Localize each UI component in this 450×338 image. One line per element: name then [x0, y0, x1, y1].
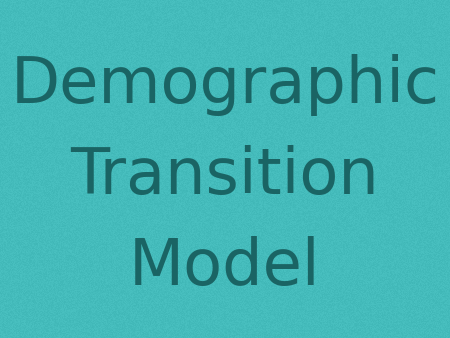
Text: Model: Model [129, 236, 321, 298]
Text: Transition: Transition [71, 145, 379, 207]
Text: Demographic: Demographic [10, 53, 440, 116]
